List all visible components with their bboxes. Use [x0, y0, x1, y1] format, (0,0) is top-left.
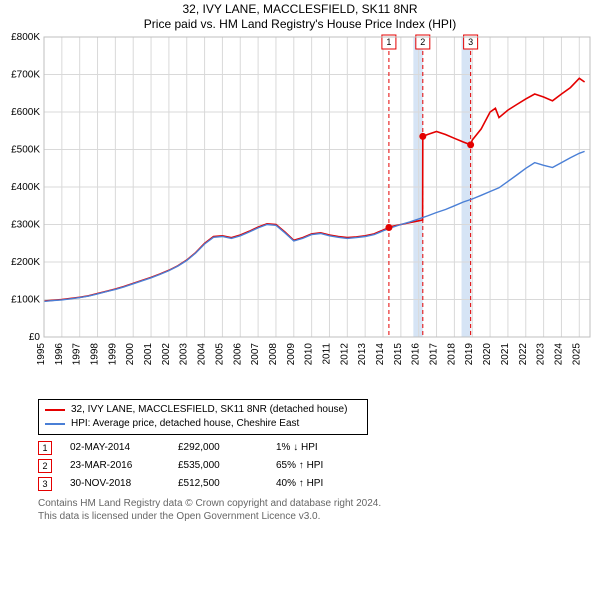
x-tick-label: 1999	[107, 343, 118, 366]
legend-label: HPI: Average price, detached house, Ches…	[71, 417, 299, 431]
x-tick-label: 2014	[375, 343, 386, 366]
y-tick-label: £600K	[11, 107, 40, 118]
chart-area: £0 £100K £200K £300K £400K £500K £600K £700K £80…	[0, 31, 600, 391]
x-tick-label: 1998	[90, 343, 101, 366]
footer-attribution: Contains HM Land Registry data © Crown c…	[38, 497, 590, 523]
y-tick-label: £500K	[11, 145, 40, 156]
x-tick-label: 2018	[446, 343, 457, 366]
legend-swatch	[45, 423, 65, 425]
x-tick-label: 2005	[214, 343, 225, 366]
x-tick-label: 2012	[339, 343, 350, 366]
chart-title-sub: Price paid vs. HM Land Registry's House …	[0, 17, 600, 31]
y-tick-label: £300K	[11, 220, 40, 231]
event-delta: 40% ↑ HPI	[276, 475, 366, 493]
x-tick-label: 1997	[72, 343, 83, 366]
event-number-box: 3	[38, 477, 52, 491]
x-tick-label: 2000	[125, 343, 136, 366]
event-price: £292,000	[178, 439, 258, 457]
x-tick-label: 1996	[54, 343, 65, 366]
x-tick-label: 2009	[286, 343, 297, 366]
event-delta: 65% ↑ HPI	[276, 457, 366, 475]
events-table: 1 02-MAY-2014 £292,000 1% ↓ HPI 2 23-MAR-2016…	[38, 439, 590, 493]
x-tick-label: 2023	[536, 343, 547, 366]
sale-marker-number: 2	[420, 37, 425, 47]
event-date: 30-NOV-2018	[70, 475, 160, 493]
legend-box: 32, IVY LANE, MACCLESFIELD, SK11 8NR (de…	[38, 399, 368, 435]
x-tick-label: 2011	[321, 343, 332, 365]
x-tick-label: 2002	[161, 343, 172, 366]
event-row: 3 30-NOV-2018 £512,500 40% ↑ HPI	[38, 475, 590, 493]
event-date: 02-MAY-2014	[70, 439, 160, 457]
x-tick-label: 2022	[518, 343, 529, 366]
x-tick-label: 2007	[250, 343, 261, 366]
chart-svg: £0 £100K £200K £300K £400K £500K £600K £700K £80…	[0, 31, 600, 391]
x-tick-label: 2008	[268, 343, 279, 366]
event-date: 23-MAR-2016	[70, 457, 160, 475]
y-tick-label: £400K	[11, 182, 40, 193]
x-tick-label: 2003	[179, 343, 190, 366]
legend-label: 32, IVY LANE, MACCLESFIELD, SK11 8NR (de…	[71, 403, 347, 417]
y-tick-label: £200K	[11, 257, 40, 268]
x-tick-label: 2004	[197, 343, 208, 366]
event-price: £512,500	[178, 475, 258, 493]
y-tick-label: £800K	[11, 32, 40, 43]
x-tick-label: 2006	[232, 343, 243, 366]
sale-point-dot	[419, 133, 426, 140]
x-tick-label: 2019	[464, 343, 475, 366]
event-number-box: 2	[38, 459, 52, 473]
sale-point-dot	[385, 224, 392, 231]
x-tick-label: 2013	[357, 343, 368, 366]
event-price: £535,000	[178, 457, 258, 475]
sale-marker-number: 3	[468, 37, 473, 47]
x-tick-label: 2025	[571, 343, 582, 366]
x-tick-label: 2017	[429, 343, 440, 366]
x-tick-label: 2020	[482, 343, 493, 366]
legend-row: HPI: Average price, detached house, Ches…	[45, 417, 361, 431]
x-tick-label: 2001	[143, 343, 154, 366]
event-number-box: 1	[38, 441, 52, 455]
x-tick-label: 2016	[411, 343, 422, 366]
event-row: 2 23-MAR-2016 £535,000 65% ↑ HPI	[38, 457, 590, 475]
event-row: 1 02-MAY-2014 £292,000 1% ↓ HPI	[38, 439, 590, 457]
y-tick-label: £700K	[11, 70, 40, 81]
legend-swatch	[45, 409, 65, 411]
x-tick-label: 2015	[393, 343, 404, 366]
chart-titles: 32, IVY LANE, MACCLESFIELD, SK11 8NR Pri…	[0, 0, 600, 31]
x-tick-label: 2024	[553, 343, 564, 366]
footer-line1: Contains HM Land Registry data © Crown c…	[38, 497, 590, 510]
chart-title-address: 32, IVY LANE, MACCLESFIELD, SK11 8NR	[0, 2, 600, 16]
x-tick-label: 1995	[36, 343, 47, 366]
sale-marker-number: 1	[386, 37, 391, 47]
y-tick-label: £0	[29, 332, 41, 343]
y-tick-label: £100K	[11, 295, 40, 306]
footer-line2: This data is licensed under the Open Gov…	[38, 510, 590, 523]
x-tick-label: 2021	[500, 343, 511, 366]
x-tick-label: 2010	[304, 343, 315, 366]
sale-point-dot	[467, 141, 474, 148]
legend-row: 32, IVY LANE, MACCLESFIELD, SK11 8NR (de…	[45, 403, 361, 417]
event-delta: 1% ↓ HPI	[276, 439, 366, 457]
